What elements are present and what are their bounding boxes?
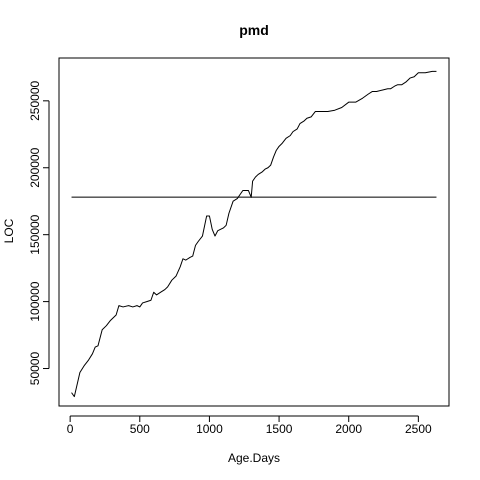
x-tick-label: 1500 xyxy=(266,422,293,436)
y-tick-label: 150000 xyxy=(28,214,42,254)
y-tick-label: 200000 xyxy=(28,147,42,187)
x-tick-label: 1000 xyxy=(196,422,223,436)
plot-frame xyxy=(58,57,450,407)
y-tick-label: 250000 xyxy=(28,80,42,120)
x-tick-label: 2500 xyxy=(405,422,432,436)
y-tick-label: 100000 xyxy=(28,281,42,321)
x-tick-label: 500 xyxy=(130,422,150,436)
plot-area xyxy=(71,70,437,398)
x-tick-label: 2000 xyxy=(335,422,362,436)
x-tick-label: 0 xyxy=(67,422,74,436)
y-axis-label: LOC xyxy=(2,218,16,243)
axes: 0 500 1000 1500 2000 2500 50000 100000 150000 200… xyxy=(28,57,450,436)
chart-title: pmd xyxy=(239,22,269,38)
y-tick-label: 50000 xyxy=(28,352,42,386)
series-line-0 xyxy=(71,70,437,398)
x-axis-label: Age.Days xyxy=(228,451,280,465)
